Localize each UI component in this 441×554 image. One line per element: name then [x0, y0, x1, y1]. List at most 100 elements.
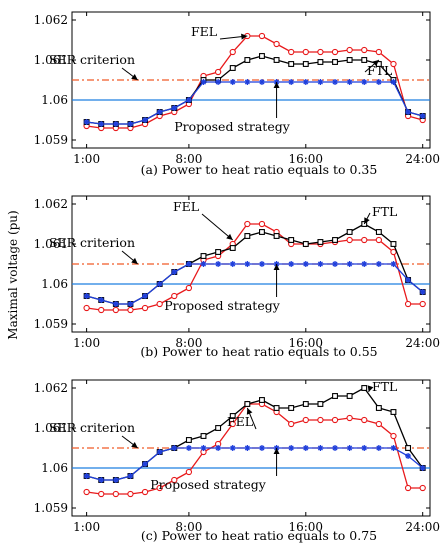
panel-2-annotation-FTL: FTL	[372, 379, 397, 394]
panel-2-series-FEL-point	[171, 476, 178, 484]
panel-1-xtick-label: 1:00	[73, 336, 100, 350]
panel-2-series-FEL-point	[185, 468, 193, 476]
panel-2-caption: (c) Power to heat ratio equals to 0.75	[141, 528, 377, 543]
panel-2-ytick-label: 1.062	[34, 381, 68, 395]
panel-1-annotation-FEL: FEL	[173, 199, 199, 214]
panel-0-xtick-label: 16:00	[288, 152, 323, 166]
panel-1-series-FEL-point	[244, 220, 251, 228]
panel-2-series-FEL-point	[112, 490, 119, 498]
panel-2-series-Proposed-point	[244, 445, 251, 451]
panel-0-series-Proposed-point	[215, 79, 222, 85]
panel-1-ytick-label: 1.06	[41, 277, 68, 291]
panel-0-series-Proposed-point	[419, 113, 426, 119]
panel-1-series-FEL-point	[375, 236, 383, 244]
panel-0-annotation-FTL: FTL	[367, 63, 392, 78]
panel-0-arrowhead-Proposed	[273, 82, 280, 88]
panel-0-series-FEL-point	[390, 60, 397, 68]
panel-2-series-Proposed-point	[288, 445, 295, 451]
panel-1-series-Proposed-point	[98, 297, 105, 303]
panel-2-series-FEL-point	[141, 488, 149, 496]
panel-0-series-FTL-point	[259, 53, 265, 59]
panel-1-series-Proposed-point	[200, 261, 207, 267]
panel-1-annotation-FTL: FTL	[372, 204, 397, 219]
panel-1-series-Proposed-point	[112, 301, 119, 307]
panel-0-series-FEL-point	[302, 48, 309, 56]
panel-2-series-Proposed-point	[200, 445, 207, 451]
panel-2-series-Proposed-point	[142, 461, 149, 467]
panel-1-series-FTL-point	[346, 229, 353, 235]
panel-0-annotation-SER: SER criterion	[49, 52, 135, 67]
panel-1-series-Proposed-point	[142, 293, 149, 299]
panel-0-xtick-label: 8:00	[175, 152, 202, 166]
panel-1-xtick-label: 24:00	[405, 336, 440, 350]
panel-0-series-FEL-point	[288, 48, 295, 56]
panel-2-series-FEL-point	[375, 420, 383, 428]
panel-0-series-FTL-point	[346, 57, 353, 63]
panel-1-ytick-label: 1.059	[34, 317, 68, 331]
panel-1-series-FTL-point	[215, 249, 222, 255]
panel-2-series-FTL-point	[215, 425, 222, 431]
panel-2-series-FTL-point	[375, 405, 382, 411]
panel-2-series-FEL-point	[317, 416, 324, 424]
panel-0-series-FTL-point	[361, 57, 368, 63]
panel-2-xtick-label: 1:00	[73, 520, 100, 534]
panel-2-series-Proposed-point	[229, 445, 236, 451]
panel-1-series-Proposed-point	[258, 261, 265, 267]
panel-1-series-FEL-point	[419, 300, 426, 308]
panel-0-series-Proposed-point	[390, 79, 397, 85]
panel-1-series-FTL-point	[302, 241, 309, 247]
panel-0-series-FEL-point	[331, 48, 339, 56]
panel-0-series-Proposed-point	[156, 109, 163, 115]
panel-1-series-Proposed-point	[332, 261, 339, 267]
panel-1-series-Proposed-point	[244, 261, 251, 267]
panel-2-series-FTL-point	[332, 393, 338, 399]
panel-1-series-FEL-point	[98, 306, 105, 314]
panel-1-series-FEL-point	[156, 300, 163, 308]
panel-0-series-Proposed-point	[361, 79, 368, 85]
panel-0-series-Proposed-point	[346, 79, 353, 85]
panel-2-series-FTL-point	[273, 405, 280, 411]
panel-2-series-FEL-point	[361, 416, 368, 424]
panel-2-xtick-label: 24:00	[405, 520, 440, 534]
panel-0-annotation-FEL: FEL	[191, 24, 217, 39]
panel-2-series-FTL-point	[390, 409, 397, 415]
panel-1-series-FTL-point	[244, 233, 251, 239]
panel-1-series-FEL-point	[171, 292, 178, 300]
panel-1-series-FEL-point	[346, 236, 353, 244]
panel-1-series-Proposed-point	[361, 261, 368, 267]
panel-0-series-Proposed-point	[288, 79, 295, 85]
panel-1-series-FTL-point	[332, 237, 338, 243]
panel-1-series-FTL-point	[200, 253, 207, 259]
panel-2-series-Proposed-point	[258, 445, 265, 451]
panel-2-series-FTL-point	[346, 393, 353, 399]
panel-0-series-FEL-point	[273, 40, 280, 48]
panel-2-series-FEL-point	[127, 490, 134, 498]
panel-1-series-Proposed-point	[405, 277, 412, 283]
panel-0-series-Proposed-point	[185, 97, 192, 103]
panel-1-series-Proposed-point	[288, 261, 295, 267]
panel-1-series-Proposed-point	[390, 261, 397, 267]
panel-2-xtick-label: 8:00	[175, 520, 202, 534]
panel-0-ytick-label: 1.062	[34, 13, 68, 27]
panel-0-series-FEL-point	[214, 68, 222, 76]
panel-2-series-FEL-point	[156, 484, 163, 492]
panel-0-series-FEL-point	[229, 48, 236, 56]
panel-1-series-FEL-point	[185, 284, 193, 292]
panel-1-series-Proposed-point	[215, 261, 222, 267]
panel-0-arrowhead-FTL	[372, 60, 379, 67]
panel-2-ytick-label: 1.059	[34, 501, 68, 515]
panel-1-xtick-label: 8:00	[175, 336, 202, 350]
panel-2-series-FEL-point	[419, 484, 426, 492]
panel-0-ytick-label: 1.06	[41, 93, 68, 107]
panel-2-series-Proposed-point	[346, 445, 353, 451]
panel-0-series-FTL-point	[244, 57, 251, 63]
panel-2-series-Proposed-point	[98, 477, 105, 483]
panel-0-series-FEL-point	[361, 46, 368, 54]
panel-2-series-Proposed-point	[361, 445, 368, 451]
panel-0-caption: (a) Power to heat ratio equals to 0.35	[141, 162, 378, 177]
panel-0-series-Proposed-point	[244, 79, 251, 85]
panel-2-series-Proposed-point	[215, 445, 222, 451]
panel-2-series-FTL-point	[302, 401, 309, 407]
panel-2-series-Proposed-point	[390, 445, 397, 451]
